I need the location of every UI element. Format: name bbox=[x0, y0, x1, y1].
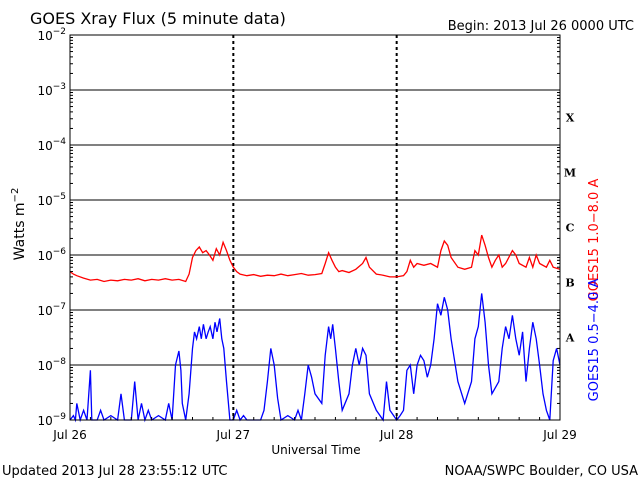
flare-class-label: A bbox=[565, 332, 575, 345]
series-line-short bbox=[69, 293, 561, 423]
y-axis-label-base: Watts m bbox=[12, 202, 28, 260]
flare-class-label: C bbox=[566, 222, 575, 235]
series-line-long bbox=[69, 234, 561, 283]
flare-class-label: X bbox=[566, 112, 575, 125]
x-tick-label: Jul 29 bbox=[542, 428, 577, 442]
y-tick-label: 10−3 bbox=[37, 82, 66, 98]
flare-class-label: B bbox=[565, 277, 574, 290]
grid-lines bbox=[70, 34, 560, 421]
chart-title: GOES Xray Flux (5 minute data) bbox=[30, 9, 286, 28]
y-tick-label: 10−4 bbox=[37, 137, 66, 153]
begin-label: Begin: 2013 Jul 26 0000 UTC bbox=[448, 19, 634, 34]
y-axis-label-exp: −2 bbox=[10, 188, 21, 203]
y-tick-label: 10−5 bbox=[37, 192, 66, 208]
plot-frame bbox=[69, 34, 561, 421]
y-tick-label: 10−8 bbox=[37, 357, 66, 373]
y-tick-label: 10−2 bbox=[37, 27, 66, 43]
legend-blue-series: GOES15 0.5−4.0 A bbox=[587, 279, 602, 402]
updated-timestamp: Updated 2013 Jul 28 23:55:12 UTC bbox=[2, 464, 227, 479]
x-tick-label: Jul 27 bbox=[216, 428, 251, 442]
flare-class-label: M bbox=[564, 167, 576, 180]
x-tick-label: Jul 28 bbox=[379, 428, 414, 442]
y-axis-label: Watts m−2 bbox=[10, 188, 28, 261]
x-tick-label: Jul 26 bbox=[52, 428, 87, 442]
y-tick-label: 10−9 bbox=[37, 412, 66, 428]
y-tick-label: 10−7 bbox=[37, 302, 66, 318]
y-tick-label: 10−6 bbox=[37, 247, 66, 263]
day-divider-lines bbox=[232, 35, 398, 420]
legend-red-series: GOES15 1.0−8.0 A bbox=[587, 179, 602, 302]
series-lines bbox=[69, 234, 561, 423]
x-axis-label: Universal Time bbox=[271, 443, 360, 457]
credit-text: NOAA/SWPC Boulder, CO USA bbox=[445, 464, 638, 479]
